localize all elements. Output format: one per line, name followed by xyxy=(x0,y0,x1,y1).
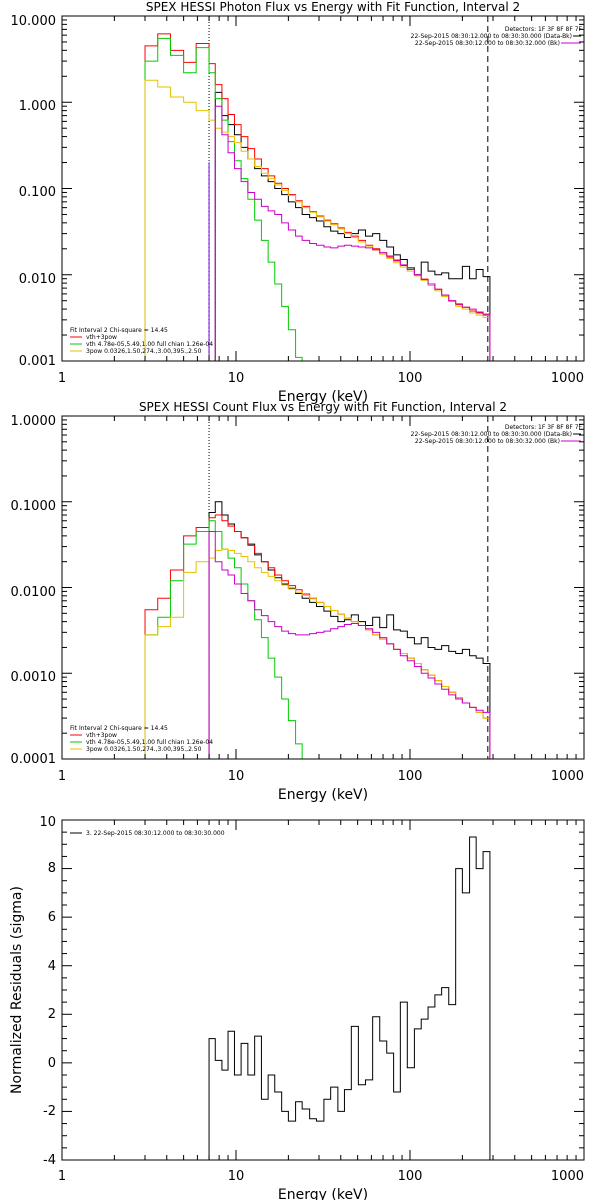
residuals-x-tick-label: 1 xyxy=(58,1169,66,1184)
residuals-y-tick-label: 8 xyxy=(48,861,56,876)
count-series-vth-component xyxy=(144,520,303,759)
photon-legend-fit-interval: Fit Interval 2 Chi-square = 14.45 xyxy=(70,327,168,334)
count-x-tick-label: 100 xyxy=(398,769,423,784)
photon-legend-bottom-left: Fit Interval 2 Chi-square = 14.45 vth+3p… xyxy=(70,327,213,355)
photon-legend-bk-interval: 22-Sep-2015 08:30:12.000 to 08:30:32.000… xyxy=(415,40,560,47)
residuals-y-tick-label: 2 xyxy=(48,1007,56,1022)
residuals-plot-area xyxy=(208,836,491,1160)
count-legend-vth-label: vth 4.78e-05,5.49,1.00 full chian 1.26e-… xyxy=(86,739,213,746)
photon-legend-pow-label: 3pow 0.0326,1.50,274.,3.00,395.,2.50 xyxy=(86,348,202,355)
count-chart-title: SPEX HESSI Count Flux vs Energy with Fit… xyxy=(139,400,507,414)
count-flux-panel: SPEX HESSI Count Flux vs Energy with Fit… xyxy=(11,400,585,803)
count-x-tick-labels: 1 10 100 1000 xyxy=(58,769,584,784)
residuals-y-tick-label: -2 xyxy=(43,1104,56,1119)
count-legend-fit-interval: Fit Interval 2 Chi-square = 14.45 xyxy=(70,725,168,732)
residuals-y-tick-label: 0 xyxy=(48,1056,56,1071)
residuals-y-tick-label: -4 xyxy=(43,1153,56,1168)
photon-y-tick-label: 0.100 xyxy=(19,185,56,200)
count-series-power-law-component xyxy=(144,548,491,759)
residuals-y-tick-label: 6 xyxy=(48,910,56,925)
count-legend-data-interval: 22-Sep-2015 08:30:12.000 to 08:30:30.000… xyxy=(411,431,572,438)
residuals-y-axis-label: Normalized Residuals (sigma) xyxy=(9,886,25,1094)
count-y-tick-label: 0.0100 xyxy=(11,585,57,600)
count-legend-bottom-left: Fit Interval 2 Chi-square = 14.45 vth+3p… xyxy=(70,725,213,753)
photon-legend-top-right: Detectors: 1F 3F 8F 8F 7F 22-Sep-2015 08… xyxy=(411,26,583,47)
count-y-tick-label: 1.0000 xyxy=(11,414,57,429)
count-plot-area xyxy=(144,416,491,759)
count-y-tick-label: 0.0010 xyxy=(11,670,57,685)
photon-x-tick-label: 10 xyxy=(228,371,245,386)
photon-chart-title: SPEX HESSI Photon Flux vs Energy with Fi… xyxy=(146,0,520,14)
photon-x-tick-label: 1000 xyxy=(551,371,584,386)
count-legend-total-label: vth+3pow xyxy=(86,732,117,739)
residuals-series-residuals xyxy=(208,836,491,1160)
residuals-panel: 1 10 100 1000 -4 -2 0 2 4 6 8 10 Energy … xyxy=(9,815,585,1200)
photon-y-tick-label: 10.000 xyxy=(11,14,57,29)
count-x-tick-label: 10 xyxy=(228,769,245,784)
count-legend-bk-interval: 22-Sep-2015 08:30:12.000 to 08:30:32.000… xyxy=(415,438,560,445)
photon-y-tick-label: 0.010 xyxy=(19,272,56,287)
count-ticks xyxy=(61,416,584,760)
photon-x-tick-label: 100 xyxy=(398,371,423,386)
count-y-tick-labels: 0.0001 0.0010 0.0100 0.1000 1.0000 xyxy=(11,414,57,767)
count-y-tick-label: 0.0001 xyxy=(11,752,57,767)
residuals-y-tick-label: 4 xyxy=(48,959,56,974)
residuals-ticks xyxy=(61,819,584,1161)
count-x-tick-label: 1 xyxy=(58,769,66,784)
count-series-background xyxy=(208,530,491,759)
count-legend-pow-label: 3pow 0.0326,1.50,274.,3.00,395.,2.50 xyxy=(86,746,202,753)
photon-y-tick-label: 1.000 xyxy=(19,99,56,114)
count-legend-detectors: Detectors: 1F 3F 8F 8F 7F xyxy=(505,424,583,431)
residuals-x-tick-label: 1000 xyxy=(551,1169,584,1184)
residuals-y-tick-label: 10 xyxy=(39,815,56,830)
photon-legend-detectors: Detectors: 1F 3F 8F 8F 7F xyxy=(505,26,583,33)
count-series-data-minus-bk xyxy=(208,501,491,759)
residuals-x-tick-labels: 1 10 100 1000 xyxy=(58,1169,584,1184)
photon-x-axis-label: Energy (keV) xyxy=(278,389,368,405)
residuals-legend: 3. 22-Sep-2015 08:30:12.000 to 08:30:30.… xyxy=(70,830,225,837)
photon-legend-total-label: vth+3pow xyxy=(86,334,117,341)
photon-series-power-law-component xyxy=(144,79,491,361)
photon-x-tick-label: 1 xyxy=(58,371,66,386)
photon-x-tick-labels: 1 10 100 1000 xyxy=(58,371,584,386)
residuals-y-tick-labels: -4 -2 0 2 4 6 8 10 xyxy=(39,815,56,1168)
photon-y-tick-label: 0.001 xyxy=(19,354,56,369)
photon-series-background xyxy=(214,105,491,361)
count-x-axis-label: Energy (keV) xyxy=(278,787,368,803)
photon-legend-vth-label: vth 4.78e-05,5.49,1.00 full chian 1.26e-… xyxy=(86,341,213,348)
photon-y-tick-labels: 0.001 0.010 0.100 1.000 10.000 xyxy=(11,14,57,369)
residuals-x-tick-label: 100 xyxy=(398,1169,423,1184)
photon-plot-area xyxy=(144,16,491,362)
count-y-tick-label: 0.1000 xyxy=(11,499,57,514)
count-x-tick-label: 1000 xyxy=(551,769,584,784)
count-legend-top-right: Detectors: 1F 3F 8F 8F 7F 22-Sep-2015 08… xyxy=(411,424,583,445)
residuals-x-tick-label: 10 xyxy=(228,1169,245,1184)
photon-flux-panel: SPEX HESSI Photon Flux vs Energy with Fi… xyxy=(11,0,585,405)
photon-series-vth-component xyxy=(144,37,310,362)
residuals-x-axis-label: Energy (keV) xyxy=(278,1187,368,1200)
residuals-legend-label: 3. 22-Sep-2015 08:30:12.000 to 08:30:30.… xyxy=(86,830,225,837)
photon-ticks xyxy=(61,16,584,362)
photon-legend-data-interval: 22-Sep-2015 08:30:12.000 to 08:30:30.000… xyxy=(411,33,572,40)
